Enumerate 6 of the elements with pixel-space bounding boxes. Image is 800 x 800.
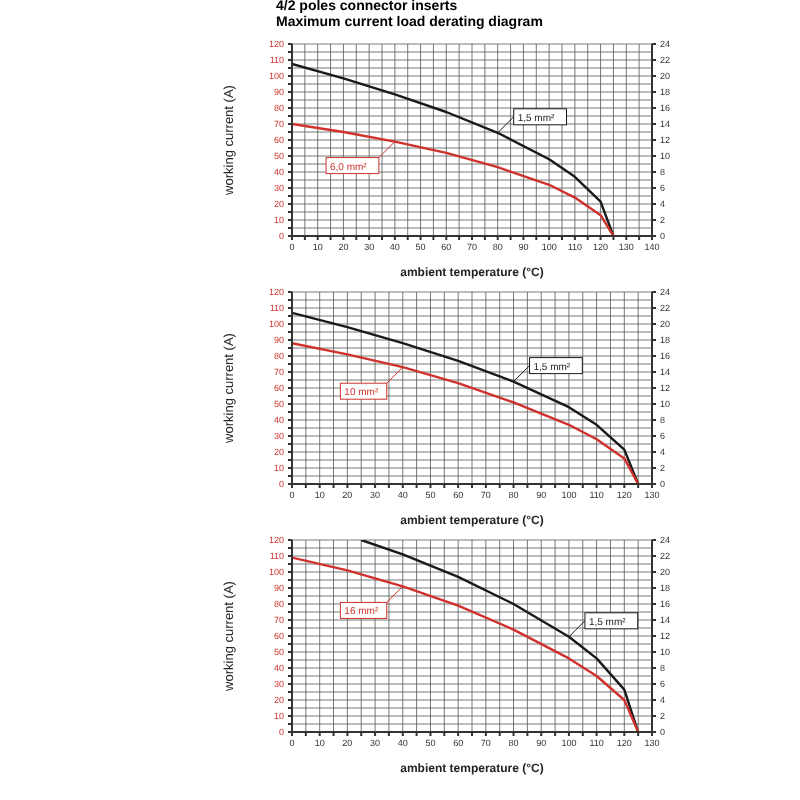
line-series [360,540,640,732]
line-series [292,122,615,236]
line-series [292,311,640,484]
line-series [292,556,640,732]
line-series [292,342,640,484]
line-series [292,62,615,236]
